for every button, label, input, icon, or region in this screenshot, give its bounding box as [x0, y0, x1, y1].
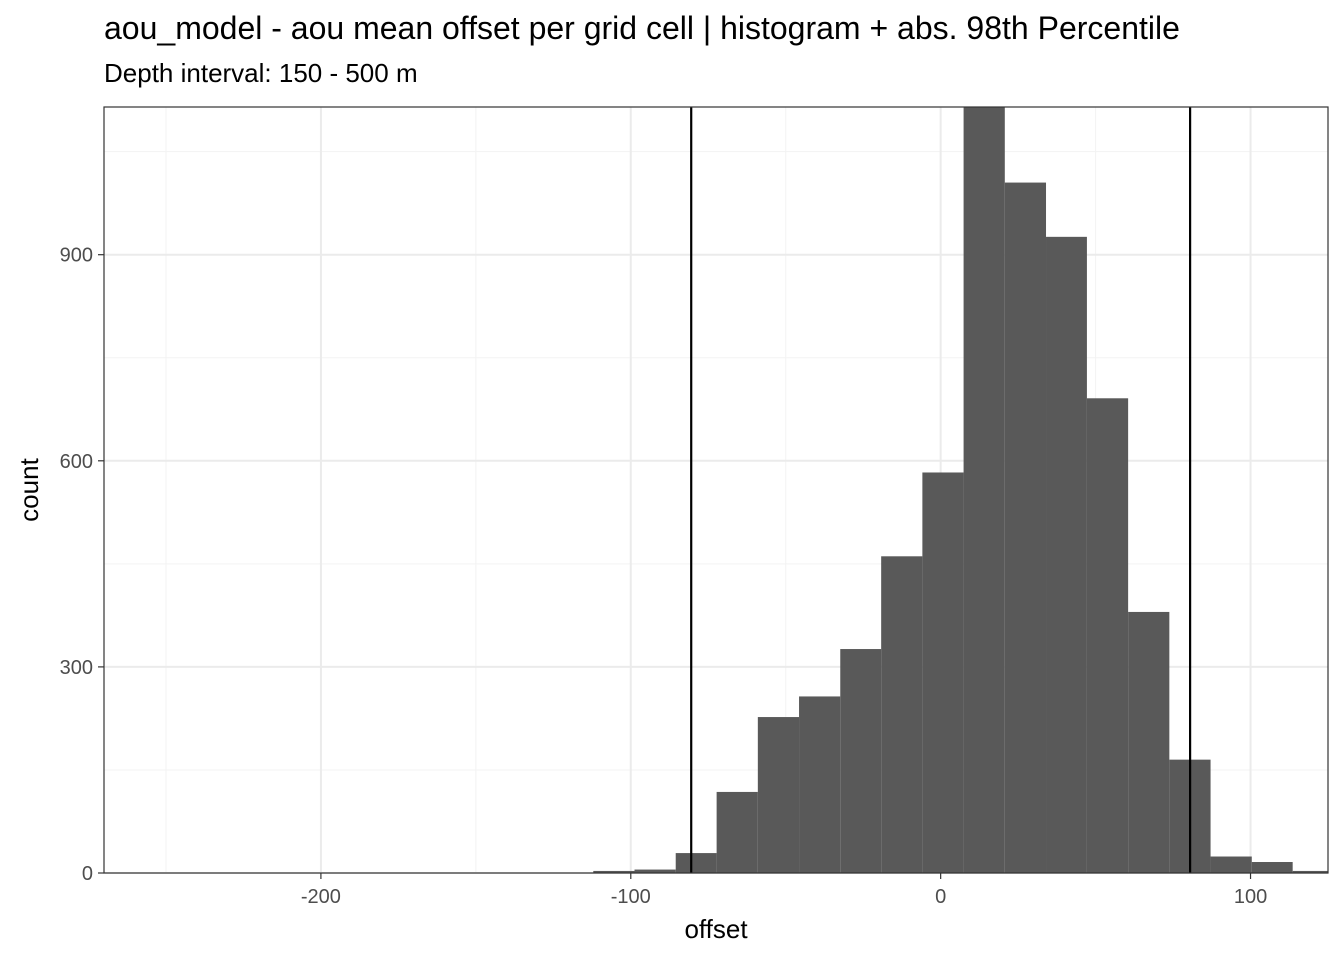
x-tick-label: -200 — [301, 886, 341, 908]
y-axis-title: count — [14, 457, 44, 521]
histogram-bar — [757, 717, 800, 873]
x-tick-label: -100 — [611, 886, 651, 908]
percentile-lines — [690, 107, 1192, 873]
histogram-bar — [1004, 182, 1047, 873]
y-tick-label: 0 — [82, 863, 93, 885]
histogram-bar — [881, 556, 923, 873]
histogram-bar — [1128, 611, 1170, 873]
histogram-bar — [675, 853, 717, 873]
histogram-bar — [1292, 870, 1328, 873]
x-axis-ticks: -200 -100 0 100 — [301, 873, 1267, 908]
histogram-bar — [1210, 856, 1252, 873]
histogram-bar — [922, 472, 964, 873]
histogram-bar — [840, 649, 882, 873]
histogram-bar — [716, 791, 758, 873]
histogram-bars — [593, 107, 1328, 873]
y-tick-label: 600 — [60, 451, 93, 473]
histogram-bar — [593, 870, 635, 873]
x-tick-label: 100 — [1234, 886, 1267, 908]
x-axis-title: offset — [684, 914, 748, 944]
x-tick-label: 0 — [935, 886, 946, 908]
chart-subtitle: Depth interval: 150 - 500 m — [104, 58, 418, 88]
histogram-bar — [634, 869, 676, 873]
y-axis-ticks: 0 300 600 900 — [60, 245, 104, 885]
panel-border — [103, 106, 1329, 874]
y-tick-label: 900 — [60, 245, 93, 267]
histogram-bar — [1046, 236, 1087, 873]
histogram-bar — [1086, 398, 1129, 873]
histogram-bar — [1251, 862, 1293, 873]
y-tick-label: 300 — [60, 657, 93, 679]
histogram-bar — [963, 107, 1005, 873]
histogram-bar — [799, 696, 841, 873]
chart-title: aou_model - aou mean offset per grid cel… — [104, 10, 1180, 46]
